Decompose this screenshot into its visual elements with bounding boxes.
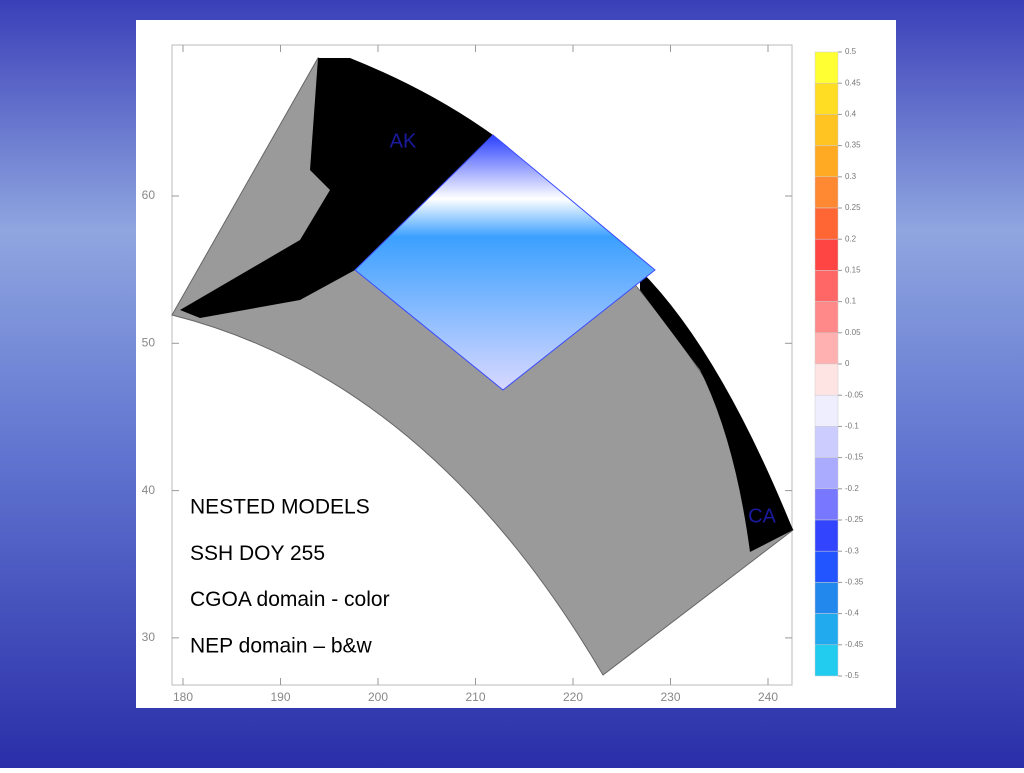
colorbar-label: -0.4 [845, 609, 859, 618]
y-tick-label: 40 [142, 483, 156, 497]
colorbar-label: 0.05 [845, 328, 861, 337]
region-label: CA [748, 505, 776, 527]
x-tick-label: 190 [270, 690, 290, 704]
colorbar-band [814, 145, 839, 178]
colorbar-band [814, 82, 839, 115]
colorbar-label: -0.45 [845, 640, 864, 649]
colorbar-label: 0.45 [845, 78, 861, 87]
colorbar-band [814, 176, 839, 209]
colorbar-label: 0.5 [845, 47, 857, 56]
y-tick-label: 50 [142, 335, 156, 349]
colorbar-label: 0.25 [845, 203, 861, 212]
colorbar-label: 0.3 [845, 172, 857, 181]
colorbar-band [814, 114, 839, 146]
colorbar-label: -0.2 [845, 484, 859, 493]
cgoa-domain [354, 134, 656, 391]
colorbar-band [814, 613, 839, 646]
caption-line: CGOA domain - color [190, 588, 390, 611]
caption-line: NESTED MODELS [190, 496, 370, 519]
colorbar-band [814, 582, 839, 614]
colorbar-label: -0.15 [845, 453, 864, 462]
colorbar-label: 0.4 [845, 110, 857, 119]
caption-line: SSH DOY 255 [190, 542, 325, 565]
y-tick-label: 30 [142, 630, 156, 644]
colorbar-band [814, 426, 839, 458]
colorbar-label: 0.2 [845, 234, 857, 243]
colorbar-label: -0.05 [845, 390, 864, 399]
colorbar-band [814, 363, 839, 396]
plot-frame [171, 44, 793, 686]
y-tick-label: 60 [142, 188, 156, 202]
california-land [640, 270, 793, 552]
colorbar-label: 0.1 [845, 297, 857, 306]
x-tick-label: 230 [660, 690, 680, 704]
colorbar-band [814, 238, 839, 271]
colorbar-label: 0 [845, 359, 850, 368]
colorbar-band [814, 394, 839, 427]
x-tick-label: 220 [563, 690, 583, 704]
colorbar-label: 0.15 [845, 266, 861, 275]
caption-line: NEP domain – b&w [190, 634, 373, 657]
colorbar-band [814, 270, 839, 302]
alaska-land [180, 58, 493, 318]
x-tick-label: 200 [368, 690, 388, 704]
colorbar-band [814, 332, 839, 365]
colorbar-label: -0.1 [845, 422, 859, 431]
colorbar-band [814, 644, 839, 677]
region-label: AK [390, 130, 417, 152]
colorbar-band [814, 519, 839, 552]
colorbar-band [814, 207, 839, 240]
colorbar-label: -0.3 [845, 546, 859, 555]
x-tick-label: 210 [465, 690, 485, 704]
colorbar-band [814, 488, 839, 521]
colorbar-label: -0.25 [845, 515, 864, 524]
colorbar-band [814, 51, 839, 84]
x-tick-label: 240 [758, 690, 778, 704]
colorbar-band [814, 457, 839, 490]
colorbar-band [814, 301, 839, 334]
colorbar-label: -0.5 [845, 671, 859, 680]
colorbar-band [814, 550, 839, 583]
x-tick-label: 180 [173, 690, 193, 704]
colorbar-label: 0.35 [845, 141, 861, 150]
colorbar-label: -0.35 [845, 578, 864, 587]
